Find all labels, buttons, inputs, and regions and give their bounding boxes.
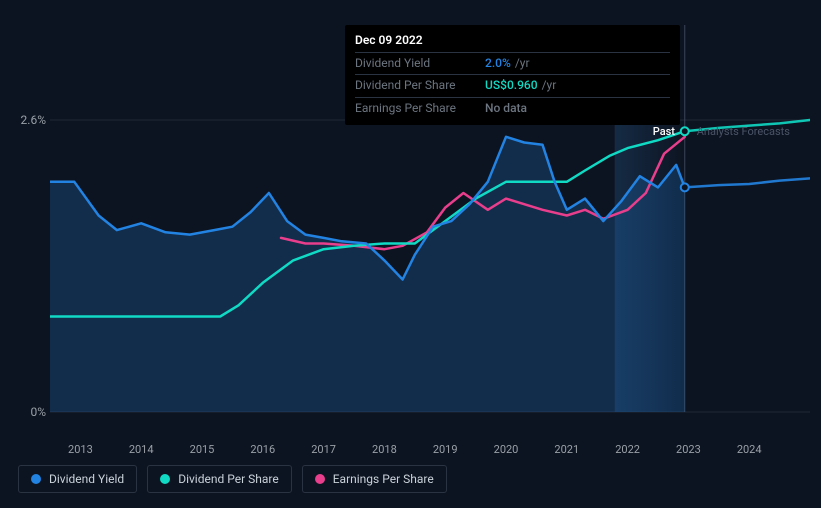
x-axis-labels: 2013 2014 2015 2016 2017 2018 2019 2020 2021 2022… bbox=[50, 443, 810, 463]
tooltip-row: Dividend Yield2.0% /yr bbox=[355, 52, 670, 74]
tooltip-value: No data bbox=[485, 99, 527, 118]
y-tick-label: 2.6% bbox=[21, 113, 46, 127]
tooltip-value: 2.0% bbox=[485, 54, 511, 73]
legend-dot-icon bbox=[31, 474, 41, 484]
x-tick-label: 2024 bbox=[737, 443, 762, 456]
x-tick-label: 2021 bbox=[554, 443, 579, 456]
tooltip-label: Earnings Per Share bbox=[355, 99, 485, 118]
legend-item-dividend-per-share[interactable]: Dividend Per Share bbox=[147, 465, 292, 493]
tooltip-row: Dividend Per ShareUS$0.960/yr bbox=[355, 74, 670, 96]
hover-tooltip: Dec 09 2022 Dividend Yield2.0%/yrDividen… bbox=[345, 25, 680, 125]
tooltip-value: US$0.960 bbox=[485, 76, 538, 95]
legend-dot-icon bbox=[160, 474, 170, 484]
tooltip-suffix: /yr bbox=[542, 76, 557, 95]
tooltip-date: Dec 09 2022 bbox=[355, 31, 670, 52]
x-tick-label: 2022 bbox=[615, 443, 640, 456]
legend-item-dividend-yield[interactable]: Dividend Yield bbox=[18, 465, 137, 493]
forecast-label: Analysts Forecasts bbox=[697, 125, 790, 138]
x-tick-label: 2017 bbox=[311, 443, 336, 456]
tooltip-label: Dividend Per Share bbox=[355, 76, 485, 95]
x-tick-label: 2020 bbox=[494, 443, 519, 456]
tooltip-label: Dividend Yield bbox=[355, 54, 485, 73]
tooltip-suffix: /yr bbox=[515, 54, 530, 73]
tooltip-row: Earnings Per ShareNo data bbox=[355, 97, 670, 119]
legend-item-earnings-per-share[interactable]: Earnings Per Share bbox=[302, 465, 447, 493]
x-tick-label: 2018 bbox=[372, 443, 397, 456]
x-tick-label: 2016 bbox=[250, 443, 275, 456]
legend-label: Earnings Per Share bbox=[333, 472, 434, 486]
legend: Dividend Yield Dividend Per Share Earnin… bbox=[18, 465, 447, 493]
past-label: Past bbox=[653, 125, 675, 138]
x-tick-label: 2015 bbox=[190, 443, 215, 456]
x-tick-label: 2013 bbox=[68, 443, 93, 456]
x-tick-label: 2023 bbox=[676, 443, 701, 456]
x-tick-label: 2019 bbox=[433, 443, 458, 456]
y-tick-label: 0% bbox=[30, 405, 46, 419]
x-tick-label: 2014 bbox=[129, 443, 154, 456]
legend-label: Dividend Per Share bbox=[178, 472, 279, 486]
legend-dot-icon bbox=[315, 474, 325, 484]
legend-label: Dividend Yield bbox=[49, 472, 124, 486]
